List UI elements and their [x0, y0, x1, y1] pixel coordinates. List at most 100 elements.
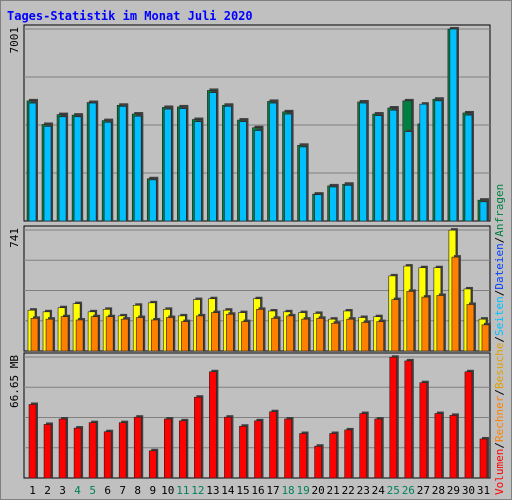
bar-rechner	[120, 318, 129, 352]
bar-volumen	[103, 431, 112, 479]
x-tick-label: 8	[134, 484, 141, 497]
bar-rechner	[226, 313, 234, 352]
bar-dateien	[299, 146, 307, 222]
bar-volumen	[464, 371, 473, 479]
bar-rechner	[346, 318, 354, 352]
bar-rechner	[45, 318, 54, 352]
bar-dateien	[209, 92, 217, 222]
bar-rechner	[481, 324, 490, 352]
bar-rechner	[256, 309, 264, 352]
x-tick-label: 23	[357, 484, 370, 497]
legend-entry: /	[493, 389, 506, 396]
bar-dateien	[73, 116, 82, 222]
bar-rechner	[331, 322, 339, 352]
bar-rechner	[181, 321, 189, 352]
x-tick-label: 27	[417, 484, 430, 497]
bar-dateien	[28, 102, 37, 222]
legend-entry: /	[493, 290, 506, 297]
y-axis-label: 66.65 MB	[8, 355, 21, 408]
bar-volumen	[344, 429, 352, 479]
x-tick-label: 16	[251, 484, 264, 497]
bar-rechner	[105, 316, 114, 352]
bar-volumen	[314, 445, 322, 479]
bar-dateien	[434, 100, 443, 222]
bar-volumen	[359, 413, 368, 479]
bar-volumen	[43, 424, 52, 479]
bar-rechner	[165, 317, 174, 352]
bar-volumen	[73, 427, 82, 479]
bar-rechner	[301, 318, 309, 352]
bar-rechner	[241, 321, 249, 352]
bar-rechner	[211, 312, 219, 352]
bar-dateien	[329, 186, 337, 222]
bar-volumen	[209, 371, 217, 479]
y-axis-label: 741	[8, 228, 21, 248]
x-tick-label: 6	[104, 484, 111, 497]
bar-dateien	[449, 28, 458, 222]
bar-volumen	[284, 418, 292, 479]
x-tick-label: 1	[29, 484, 36, 497]
bar-dateien	[344, 185, 352, 222]
x-tick-label: 24	[372, 484, 386, 497]
x-tick-label: 20	[312, 484, 325, 497]
bar-volumen	[148, 450, 157, 479]
panel-requests_files: 7001	[8, 24, 491, 222]
bar-rechner	[90, 316, 99, 352]
bar-rechner	[436, 295, 445, 352]
bar-volumen	[239, 425, 247, 479]
bar-dateien	[479, 201, 488, 222]
bar-dateien	[224, 106, 232, 222]
bar-volumen	[133, 416, 142, 479]
legend-entry: Seiten	[493, 296, 506, 336]
y-axis-label: 7001	[8, 27, 21, 54]
bar-dateien	[419, 103, 428, 222]
legend-entry: /	[493, 237, 506, 244]
x-tick-label: 19	[296, 484, 309, 497]
x-tick-label: 15	[236, 484, 249, 497]
bar-volumen	[419, 382, 428, 479]
legend-entry: Besuche	[493, 343, 506, 389]
bar-rechner	[271, 318, 279, 352]
bar-dateien	[464, 114, 473, 222]
bar-dateien	[314, 194, 322, 222]
x-tick-label: 25	[387, 484, 400, 497]
bar-rechner	[421, 296, 430, 352]
bar-dateien	[284, 113, 292, 222]
bar-rechner	[451, 256, 460, 352]
x-tick-label: 4	[74, 484, 81, 497]
bar-dateien	[88, 102, 97, 222]
x-tick-label: 11	[176, 484, 189, 497]
bar-volumen	[434, 413, 443, 479]
bar-rechner	[361, 322, 370, 352]
bar-dateien	[389, 109, 398, 222]
bar-rechner	[60, 316, 69, 352]
x-tick-label: 21	[327, 484, 340, 497]
bar-dateien	[118, 106, 127, 222]
bar-volumen	[329, 433, 337, 479]
bar-rechner	[75, 319, 84, 352]
legend-entry: /	[493, 336, 506, 343]
bar-rechner	[391, 299, 400, 352]
x-tick-label: 28	[432, 484, 445, 497]
bar-volumen	[28, 404, 37, 479]
bar-volumen	[163, 418, 172, 479]
bar-volumen	[58, 418, 67, 479]
x-tick-label: 10	[161, 484, 174, 497]
bar-dateien	[254, 130, 262, 222]
bar-dateien	[103, 121, 112, 222]
bar-dateien	[163, 108, 172, 222]
x-tick-label: 29	[447, 484, 460, 497]
bar-rechner	[30, 318, 39, 352]
bar-volumen	[118, 422, 127, 479]
x-tick-label: 3	[59, 484, 66, 497]
bar-rechner	[466, 304, 475, 352]
bar-volumen	[88, 422, 97, 479]
legend-entry: Rechner	[493, 395, 506, 442]
legend-entry: /	[493, 442, 506, 449]
x-tick-label: 9	[149, 484, 156, 497]
bar-volumen	[269, 411, 277, 479]
bar-dateien	[239, 121, 247, 222]
bar-volumen	[449, 415, 458, 479]
bar-dateien	[43, 126, 52, 222]
